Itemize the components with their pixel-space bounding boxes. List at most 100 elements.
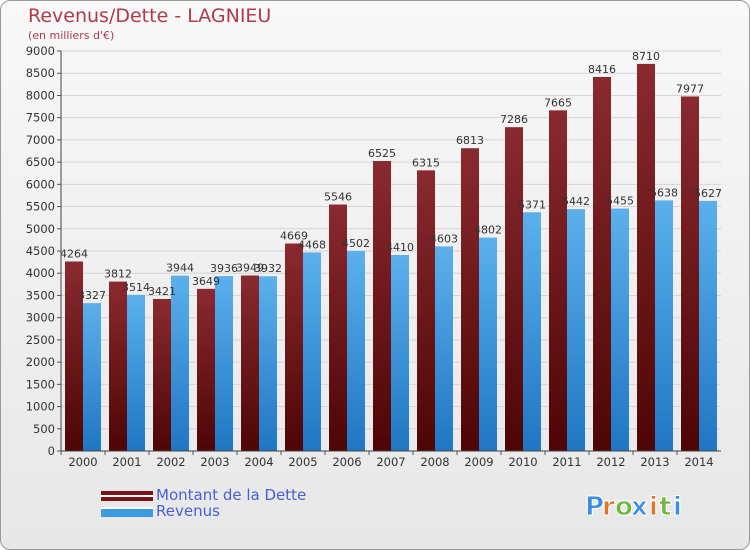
bar-revenue: [127, 294, 145, 451]
bar-revenue: [611, 208, 629, 451]
data-label-revenue: 5627: [694, 187, 722, 200]
y-tick-label: 3000: [26, 311, 55, 325]
x-tick-label: 2004: [244, 455, 273, 469]
legend-swatch-debt: [101, 491, 153, 501]
bar-revenue: [303, 252, 321, 451]
bar-revenue: [523, 212, 541, 451]
y-tick-label: 2500: [26, 333, 55, 347]
data-label-revenue: 4502: [342, 237, 370, 250]
bar-debt: [109, 281, 127, 451]
y-tick-label: 6500: [26, 155, 55, 169]
x-tick-label: 2010: [508, 455, 537, 469]
bar-debt: [461, 148, 479, 451]
bar-debt: [373, 161, 391, 451]
y-tick-label: 3500: [26, 288, 55, 302]
bar-debt: [285, 243, 303, 451]
legend-label-revenue: Revenus: [156, 502, 220, 520]
legend-swatch-revenue: [101, 507, 153, 517]
bar-revenue: [83, 303, 101, 451]
logo-letter: r: [602, 492, 615, 522]
data-label-revenue: 3514: [122, 281, 150, 294]
logo-letter: x: [631, 492, 648, 522]
data-label-revenue: 3936: [210, 262, 238, 275]
x-tick-label: 2001: [112, 455, 141, 469]
x-tick-label: 2005: [288, 455, 317, 469]
bar-debt: [681, 96, 699, 451]
data-label-debt: 6813: [456, 134, 484, 147]
y-tick-label: 7000: [26, 133, 55, 147]
logo-letter: i: [649, 492, 658, 522]
data-label-debt: 7286: [500, 113, 528, 126]
bar-revenue: [479, 237, 497, 451]
chart-title: Revenus/Dette - LAGNIEU: [28, 5, 272, 27]
x-tick-label: 2003: [200, 455, 229, 469]
bar-debt: [65, 261, 83, 451]
data-label-debt: 3649: [192, 275, 220, 288]
bar-debt: [329, 204, 347, 451]
data-label-revenue: 4603: [430, 232, 458, 245]
y-tick-label: 9000: [26, 44, 55, 58]
x-tick-label: 2012: [596, 455, 625, 469]
bar-debt: [637, 63, 655, 452]
y-tick-label: 1000: [26, 400, 55, 414]
logo-letter: o: [615, 492, 633, 522]
bar-revenue: [655, 200, 673, 451]
data-label-revenue: 5638: [650, 186, 678, 199]
bar-revenue: [215, 276, 233, 451]
proxiti-logo: Pr ox i t i: [585, 492, 683, 523]
x-tick-label: 2000: [68, 455, 97, 469]
y-tick-label: 7500: [26, 111, 55, 125]
x-tick-label: 2006: [332, 455, 361, 469]
data-label-debt: 5546: [324, 191, 352, 204]
data-label-revenue: 5455: [606, 195, 634, 208]
data-label-debt: 6525: [368, 147, 396, 160]
bar-revenue: [171, 275, 189, 451]
bar-revenue: [699, 200, 717, 451]
bar-debt: [593, 76, 611, 451]
bar-revenue: [391, 255, 409, 451]
y-tick-label: 8000: [26, 88, 55, 102]
data-label-revenue: 3944: [166, 262, 194, 275]
bar-debt: [549, 110, 567, 451]
y-tick-label: 5000: [26, 222, 55, 236]
x-tick-label: 2014: [684, 455, 713, 469]
data-label-revenue: 4802: [474, 224, 502, 237]
y-tick-label: 5500: [26, 200, 55, 214]
data-label-revenue: 3932: [254, 262, 282, 275]
bar-revenue: [435, 246, 453, 451]
bar-revenue: [567, 209, 585, 451]
data-label-revenue: 3327: [78, 289, 106, 302]
logo-letter: P: [585, 492, 604, 522]
logo-letter: t: [659, 492, 671, 522]
y-tick-label: 0: [48, 444, 55, 458]
y-tick-label: 6000: [26, 177, 55, 191]
bar-revenue: [259, 276, 277, 451]
chart-subtitle: (en milliers d'€): [28, 29, 115, 42]
data-label-debt: 3421: [148, 285, 176, 298]
bar-debt: [505, 127, 523, 451]
y-tick-label: 8500: [26, 66, 55, 80]
data-label-debt: 4669: [280, 229, 308, 242]
bar-debt: [153, 298, 171, 451]
y-tick-label: 4500: [26, 244, 55, 258]
data-label-debt: 4264: [60, 247, 88, 260]
x-tick-label: 2008: [420, 455, 449, 469]
data-label-debt: 3812: [104, 268, 132, 281]
bar-debt: [197, 288, 215, 451]
y-tick-label: 1500: [26, 377, 55, 391]
legend-label-debt: Montant de la Dette: [156, 486, 307, 504]
bar-debt: [417, 170, 435, 452]
data-label-revenue: 5371: [518, 198, 546, 211]
x-tick-label: 2007: [376, 455, 405, 469]
y-tick-label: 500: [33, 422, 55, 436]
bar-debt: [241, 275, 259, 451]
x-tick-label: 2011: [552, 455, 581, 469]
data-label-debt: 8416: [588, 63, 616, 76]
bar-revenue: [347, 250, 365, 451]
data-label-debt: 7977: [676, 82, 704, 95]
data-label-debt: 7665: [544, 96, 572, 109]
data-label-debt: 3949: [236, 261, 264, 274]
data-label-debt: 6315: [412, 156, 440, 169]
data-label-revenue: 5442: [562, 195, 590, 208]
